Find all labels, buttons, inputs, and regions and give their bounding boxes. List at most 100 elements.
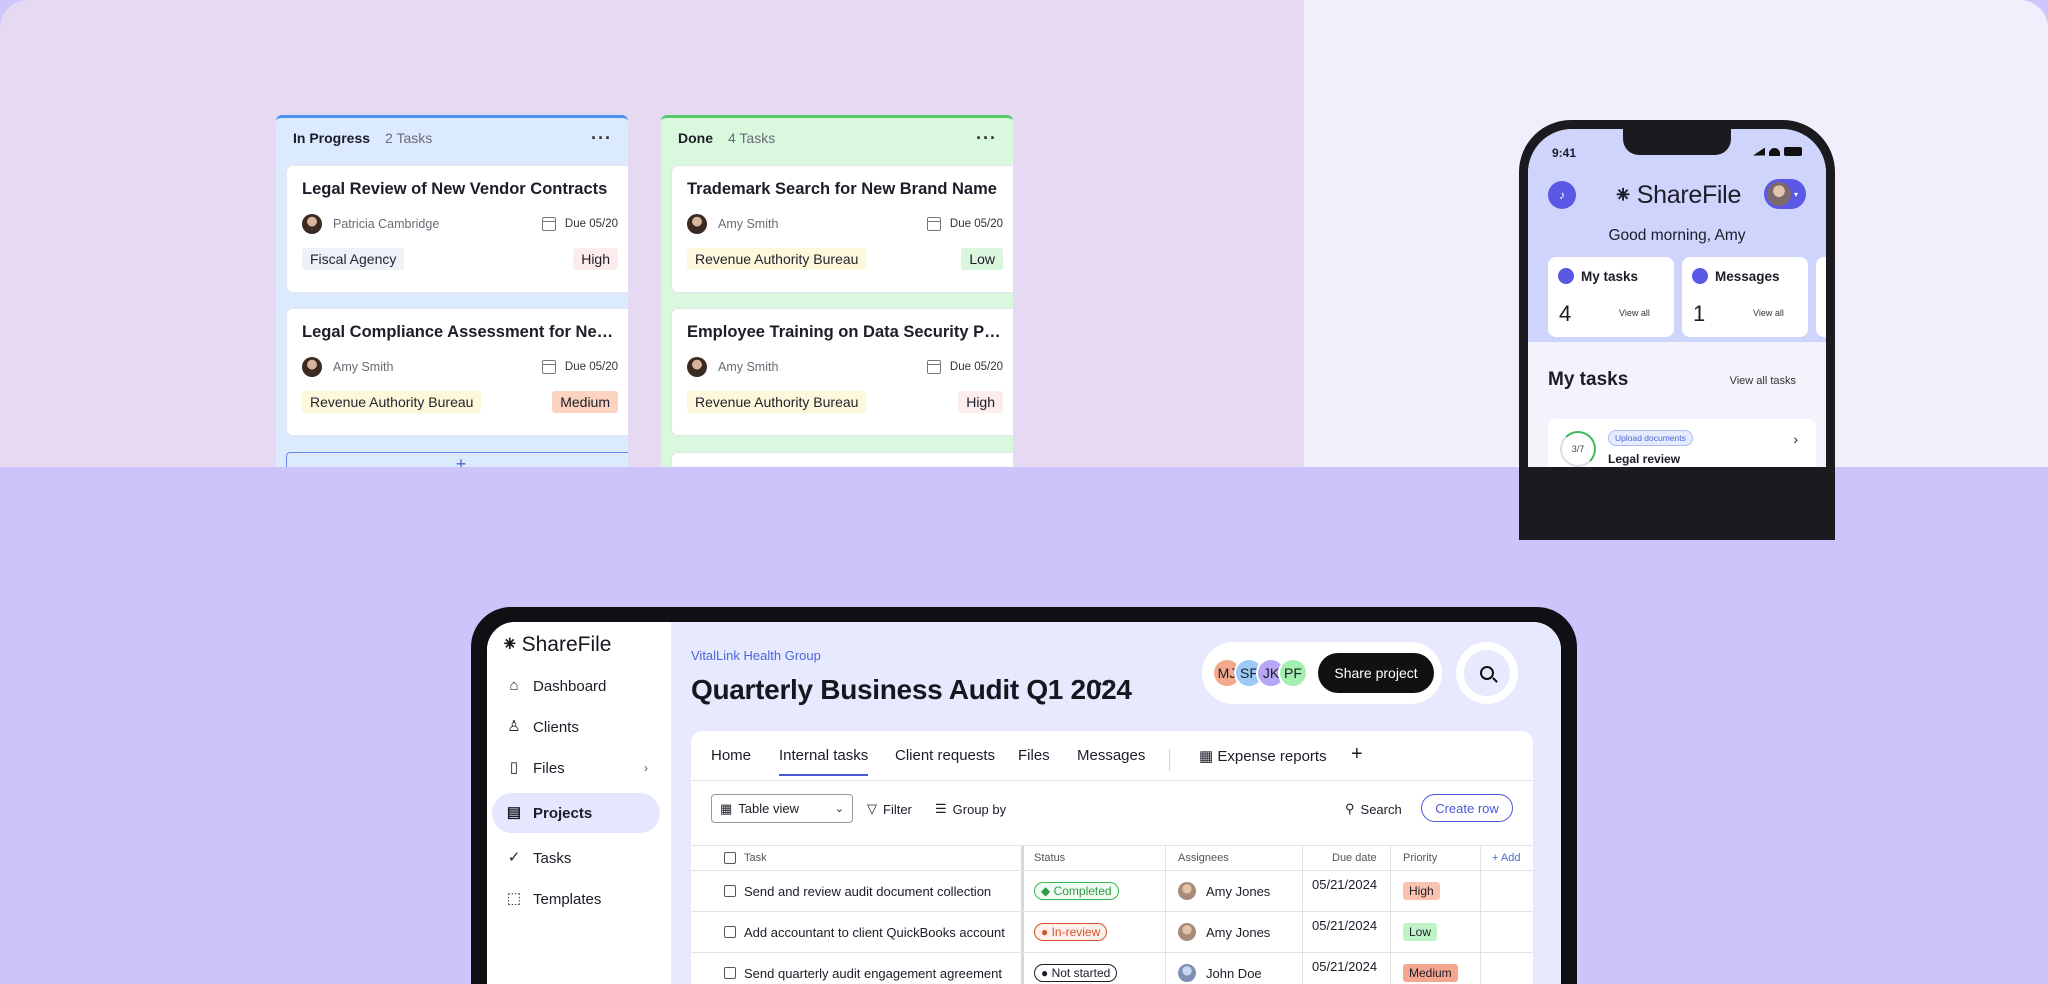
more-icon[interactable]: ··· (591, 127, 612, 148)
phone-logo: ⁕ ShareFile (1612, 181, 1742, 209)
due-date: Due 05/20 (949, 361, 1003, 373)
status-badge: ● Not started (1034, 964, 1118, 982)
row-checkbox[interactable] (724, 926, 736, 938)
column-header: Priority (1403, 852, 1438, 864)
table-icon: ▦ (720, 800, 733, 816)
tab-expense-reports[interactable]: ▦ Expense reports (1199, 748, 1327, 765)
tab-home[interactable]: Home (711, 747, 752, 764)
column-name: In Progress (293, 130, 371, 146)
view-all-link[interactable]: View all (1753, 308, 1784, 318)
chevron-right-icon: › (644, 761, 648, 775)
breadcrumb[interactable]: VitalLink Health Group (691, 648, 821, 663)
column-header: Done 4 Tasks ··· (661, 118, 1013, 158)
agency-tag: Revenue Authority Bureau (302, 391, 482, 413)
summary-card-messages[interactable]: Messages 1 View all (1682, 257, 1808, 337)
assignee-name: Amy Smith (718, 217, 779, 231)
filter-button[interactable]: ▽ Filter (867, 801, 912, 817)
phone-notch (1623, 129, 1731, 155)
avatar (687, 214, 707, 234)
greeting: Good morning, Amy (1608, 227, 1746, 244)
tasks-icon (1558, 268, 1574, 284)
template-icon: ⬚ (506, 890, 522, 907)
table-header: Task Status Assignees Due date Priority … (691, 845, 1533, 871)
task-card-title: Trademark Search for New Brand Name (687, 180, 997, 198)
view-all-link[interactable]: View all (1619, 308, 1650, 318)
group-by-button[interactable]: ☰ Group by (935, 801, 1007, 817)
task-card[interactable]: Legal Compliance Assessment for New C...… (286, 308, 628, 436)
profile-menu-button[interactable]: ▾ (1764, 179, 1806, 209)
list-icon: ☰ (935, 801, 947, 816)
tab-internal-tasks[interactable]: Internal tasks (779, 747, 869, 776)
create-row-button[interactable]: Create row (1421, 794, 1513, 822)
table-row[interactable]: Add accountant to client QuickBooks acco… (691, 912, 1533, 953)
messages-icon (1692, 268, 1708, 284)
tab-files[interactable]: Files (1018, 747, 1050, 764)
due-date: Due 05/20 (564, 218, 618, 230)
select-all-checkbox[interactable] (724, 852, 736, 864)
more-icon[interactable]: ··· (976, 127, 997, 148)
sidebar-item-tasks[interactable]: ✓ Tasks (492, 838, 660, 878)
sidebar-item-projects[interactable]: ▤ Projects (492, 793, 660, 833)
task-card[interactable]: Employee Training on Data Security Polic… (671, 308, 1013, 436)
filter-icon: ▽ (867, 801, 877, 816)
column-count: 2 Tasks (385, 130, 433, 146)
add-task-button[interactable]: + (286, 452, 628, 467)
sidebar: ⁕ ShareFile ⌂ Dashboard ♙ Clients ▯ Files › ▤… (487, 622, 671, 984)
agency-tag: Revenue Authority Bureau (687, 391, 867, 413)
collaborators-bar: MJ SF JK PF Share project (1202, 642, 1442, 704)
task-table: Task Status Assignees Due date Priority … (691, 845, 1533, 984)
task-card[interactable]: Legal Review of New Vendor Contracts Pat… (286, 165, 628, 293)
tablet-screen: ⁕ ShareFile ⌂ Dashboard ♙ Clients ▯ Files › ▤… (487, 622, 1561, 984)
task-card[interactable] (671, 452, 1013, 467)
tab-client-requests[interactable]: Client requests (895, 747, 996, 764)
status-badge: ● In-review (1034, 923, 1108, 941)
add-tab-button[interactable]: + (1351, 743, 1363, 765)
priority-badge: High (1403, 882, 1440, 900)
add-column-button[interactable]: + Add (1492, 852, 1521, 864)
top-left-background (0, 0, 1304, 467)
avatar (302, 214, 322, 234)
task-chip: Upload documents (1608, 430, 1693, 446)
view-all-tasks-link[interactable]: View all tasks (1729, 375, 1796, 387)
priority-badge: Medium (552, 391, 618, 413)
row-checkbox[interactable] (724, 967, 736, 979)
status-badge: ◆ Completed (1034, 882, 1119, 900)
task-card[interactable]: Trademark Search for New Brand Name Amy … (671, 165, 1013, 293)
priority-badge: Low (961, 248, 1003, 270)
more-icon[interactable]: ··· (1097, 674, 1117, 696)
column-name: Done (678, 130, 713, 146)
column-header: In Progress 2 Tasks ··· (276, 118, 628, 158)
page-title: Quarterly Business Audit Q1 2024 (691, 674, 1132, 705)
bell-icon[interactable]: ♪ (1548, 181, 1576, 209)
phone-mockup: 9:41 ♪ ⁕ ShareFile ▾ Good morning, Amy My… (1519, 120, 1835, 540)
table-row[interactable]: Send and review audit document collectio… (691, 871, 1533, 912)
table-view-select[interactable]: ▦ Table view ⌄ (711, 794, 853, 823)
search-button[interactable] (1456, 642, 1518, 704)
search-button[interactable]: ⚲ Search (1345, 801, 1402, 817)
table-icon: ▦ (1199, 748, 1218, 765)
chevron-down-icon: ⌄ (834, 803, 844, 815)
brand-logo: ⁕ ShareFile (501, 633, 612, 656)
table-toolbar: ▦ Table view ⌄ ▽ Filter ☰ Group by ⚲ Search C… (691, 781, 1533, 845)
tab-messages[interactable]: Messages (1077, 747, 1146, 764)
due-date: 05/21/2024 (1312, 918, 1378, 933)
summary-card-my-tasks[interactable]: My tasks 4 View all (1548, 257, 1674, 337)
avatar (302, 357, 322, 377)
kanban-column-done: Done 4 Tasks ··· Trademark Search for Ne… (661, 115, 1013, 467)
sidebar-item-clients[interactable]: ♙ Clients (492, 707, 660, 747)
priority-badge: High (958, 391, 1003, 413)
summary-card-partial[interactable] (1816, 257, 1826, 337)
avatar (1767, 182, 1791, 206)
task-card-title: Legal Review of New Vendor Contracts (302, 180, 608, 198)
sidebar-item-files[interactable]: ▯ Files › (492, 748, 660, 788)
sidebar-item-templates[interactable]: ⬚ Templates (506, 890, 602, 908)
table-row[interactable]: Send quarterly audit engagement agreemen… (691, 953, 1533, 984)
avatar[interactable]: PF (1278, 658, 1308, 688)
wifi-icon (1769, 147, 1780, 156)
search-icon (1480, 666, 1494, 680)
priority-badge: High (573, 248, 618, 270)
sidebar-item-dashboard[interactable]: ⌂ Dashboard (492, 666, 660, 706)
row-checkbox[interactable] (724, 885, 736, 897)
share-project-button[interactable]: Share project (1318, 653, 1434, 693)
task-list-item[interactable]: 3/7 Upload documents Legal review › (1548, 419, 1816, 467)
